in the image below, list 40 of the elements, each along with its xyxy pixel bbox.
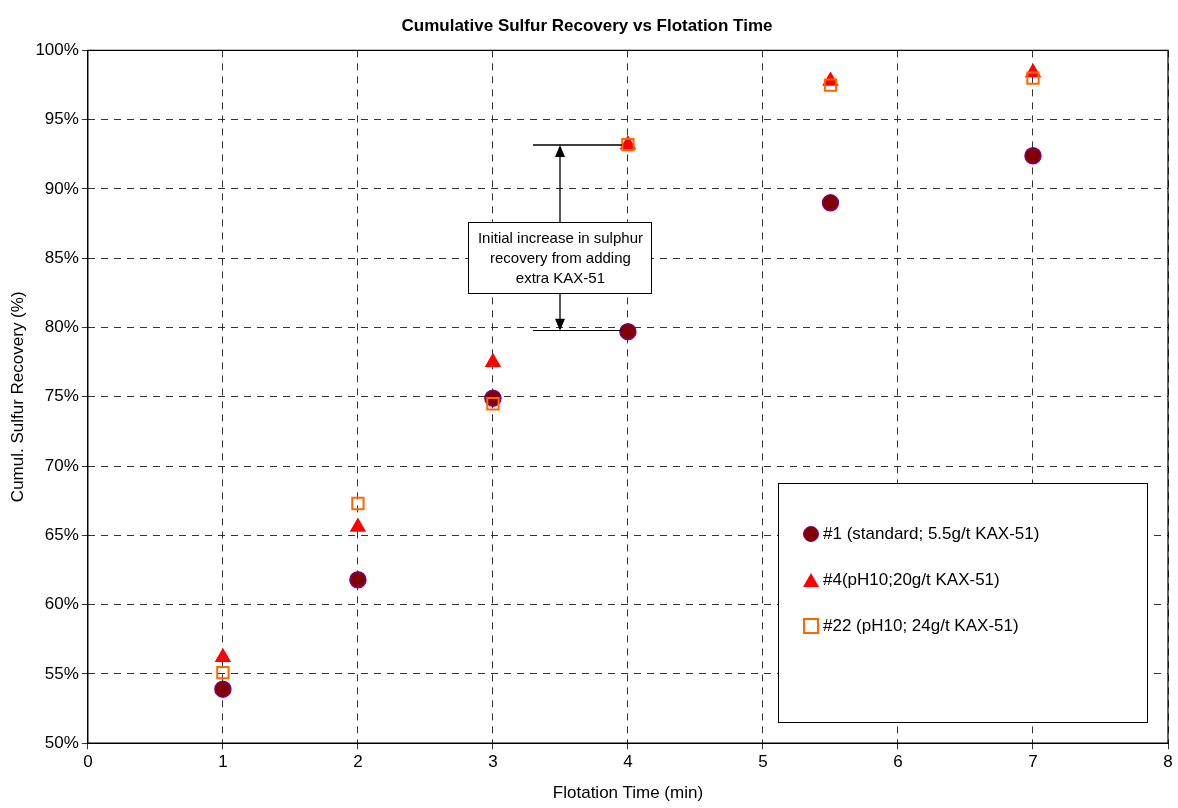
x-tick-label: 1 bbox=[218, 752, 228, 772]
legend-label: #1 (standard; 5.5g/t KAX-51) bbox=[823, 524, 1040, 545]
point bbox=[350, 518, 366, 532]
x-tick-label: 7 bbox=[1028, 752, 1038, 772]
x-tick-label: 0 bbox=[83, 752, 93, 772]
point bbox=[823, 78, 838, 92]
x-tick-label: 5 bbox=[758, 752, 768, 772]
y-tick-label: 70% bbox=[44, 455, 79, 475]
y-tick-label: 80% bbox=[44, 317, 79, 337]
legend-label: #4(pH10;20g/t KAX-51) bbox=[823, 570, 1000, 591]
x-tick-label: 6 bbox=[893, 752, 903, 772]
point bbox=[1024, 146, 1042, 165]
point bbox=[351, 496, 365, 511]
point bbox=[485, 353, 501, 367]
point bbox=[214, 680, 232, 698]
y-tick-label: 90% bbox=[44, 178, 79, 198]
y-tick-label: 60% bbox=[44, 594, 79, 614]
point bbox=[349, 570, 367, 589]
y-tick-label: 50% bbox=[44, 732, 79, 752]
x-tick-label: 4 bbox=[623, 752, 633, 772]
y-tick-label: 95% bbox=[44, 109, 79, 129]
point bbox=[215, 648, 231, 663]
annotation: Initial increase in sulphur recovery from adding extra KAX-51 bbox=[468, 222, 653, 295]
y-tick-label: 100% bbox=[35, 40, 79, 60]
y-tick-label: 55% bbox=[44, 663, 79, 683]
x-tick-label: 2 bbox=[353, 752, 363, 772]
y-tick-label: 65% bbox=[44, 525, 79, 545]
x-tick-label: 3 bbox=[488, 752, 498, 772]
point bbox=[619, 322, 637, 341]
point bbox=[216, 665, 230, 680]
y-tick-label: 75% bbox=[44, 386, 79, 406]
legend-label: #22 (pH10; 24g/t KAX-51) bbox=[823, 616, 1019, 637]
x-axis-title: Flotation Time (min) bbox=[552, 783, 704, 803]
x-tick-label: 8 bbox=[1163, 752, 1173, 772]
point bbox=[821, 194, 840, 212]
point bbox=[486, 397, 500, 411]
chart-title: Cumulative Sulfur Recovery vs Flotation Time bbox=[401, 15, 773, 35]
y-tick-label: 85% bbox=[44, 247, 79, 267]
y-axis-title: Cumul. Sulfur Recovery (%) bbox=[7, 291, 27, 503]
point bbox=[1026, 71, 1040, 85]
